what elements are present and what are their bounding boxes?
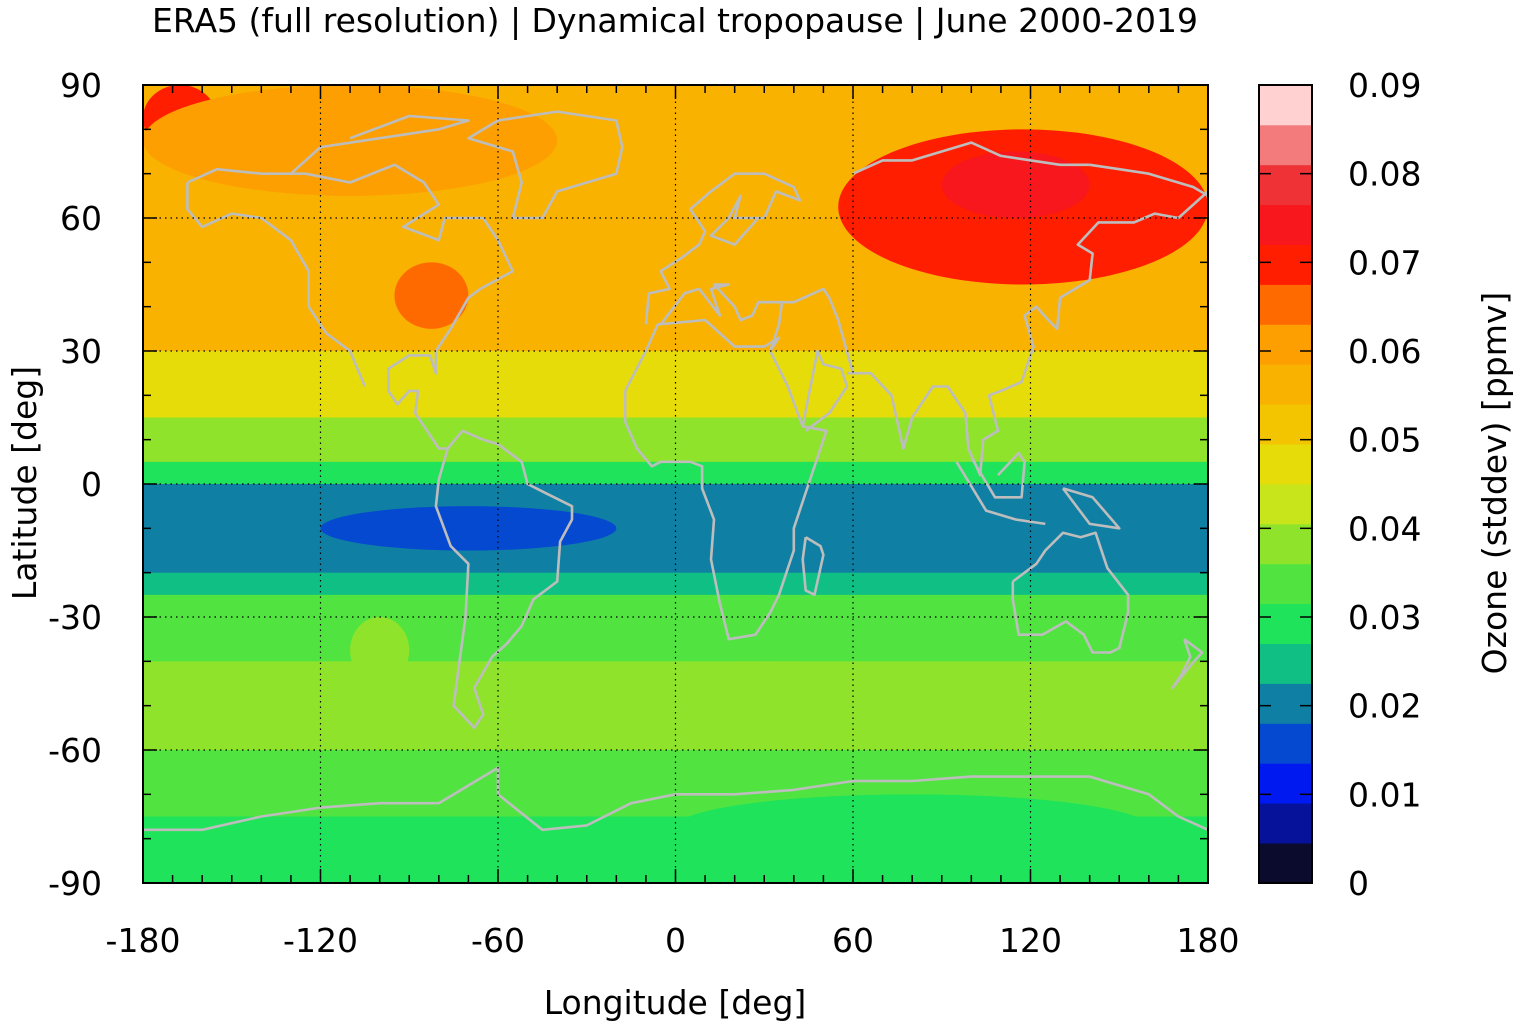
x-tick-label: -60 [471,921,525,960]
coastline [186,163,574,730]
heatmap-region [941,151,1090,218]
y-tick-label: 0 [81,465,102,504]
colorbar-frame [1258,84,1313,884]
heatmap-region [320,506,617,551]
x-tick-label: -180 [106,921,181,960]
chart-title: ERA5 (full resolution) | Dynamical tropo… [152,1,1198,40]
coastlines [143,110,1208,832]
heatmap-region [675,794,1149,861]
colorbar-swatch [1259,603,1312,644]
x-tick-label: 60 [832,921,874,960]
colorbar-swatch [1259,563,1312,605]
heatmap-region [394,262,469,329]
colorbar-swatch [1259,284,1312,325]
colorbar-swatch [1259,763,1312,804]
colorbar-tick-label: 0.07 [1348,243,1421,282]
coastline [467,110,624,220]
coastline [852,141,1090,175]
x-tick-label: -120 [283,921,358,960]
coastline [1011,531,1130,654]
colorbar-swatch [1259,444,1312,485]
coastline [1061,487,1121,530]
x-tick-label: 180 [1177,921,1240,960]
colorbar-swatch [1259,164,1312,206]
colorbar-tick-label: 0.09 [1348,66,1421,105]
colorbar-swatch [1259,523,1312,565]
heatmap-band [143,484,1208,574]
colorbar-swatch [1259,723,1312,764]
colorbar-tick-label: 0.08 [1348,155,1421,194]
colorbar-tick-label: 0.05 [1348,421,1421,460]
x-tick-label: 120 [999,921,1062,960]
coastline [623,318,828,641]
colorbar-tick-label: 0.06 [1348,332,1421,371]
colorbar-swatch [1259,404,1312,445]
colorbar-swatch [1259,843,1312,884]
colorbar-tick-label: 0.04 [1348,509,1421,548]
coastline [644,172,802,325]
coastline [290,114,470,175]
axis-ticks: -180 -120 -60 0 60 120 180 90 60 30 0 -30 -60 -90 [48,66,1239,960]
coastline [801,349,849,432]
coastline [143,766,1208,832]
heatmap-band [143,594,1208,662]
y-tick-label: 30 [60,332,102,371]
x-axis-label: Longitude [deg] [544,983,807,1022]
coastline [970,451,1026,499]
grid-lines [143,85,1208,883]
colorbar: 0.09 0.08 0.07 0.06 0.05 0.04 0.03 0.02 0.01 0 [1258,66,1421,903]
y-tick-label: -60 [48,731,102,770]
heatmap-band [143,351,1208,418]
coastline [847,190,1208,477]
heatmap-band [143,461,1208,485]
y-axis-label: Latitude [deg] [5,366,44,600]
y-tick-label: -90 [48,864,102,903]
colorbar-swatch [1259,204,1312,245]
colorbar-tick-label: 0.03 [1348,598,1421,637]
y-tick-label: 60 [60,199,102,238]
coastline [1171,638,1204,690]
colorbar-label: Ozone (stddev) [ppmv] [1475,292,1514,675]
colorbar-swatch [1259,124,1312,166]
colorbar-swatch [1259,484,1312,525]
heatmap-region [143,85,558,196]
coastline [955,461,1046,526]
coastline [186,182,367,388]
coastline [801,536,825,597]
colorbar-swatch [1259,803,1312,844]
heatmap-region [586,661,942,728]
colorbar-swatch [1259,244,1312,285]
coastline [1089,163,1208,197]
colorbar-tick-label: 0.02 [1348,687,1421,726]
x-tick-label: 0 [665,921,686,960]
colorbar-swatch [1259,324,1312,365]
coastline [758,287,855,374]
heatmap-region [350,617,410,684]
colorbar-swatch [1259,683,1312,724]
heatmap-band [143,417,1208,463]
y-tick-label: 90 [60,66,102,105]
y-tick-label: -30 [48,598,102,637]
colorbar-tick-label: 0.01 [1348,775,1421,814]
colorbar-tick-label: 0 [1348,864,1369,903]
colorbar-swatch [1259,364,1312,405]
heatmap-band [143,572,1208,596]
colorbar-swatch [1259,643,1312,684]
colorbar-swatch [1259,85,1312,126]
